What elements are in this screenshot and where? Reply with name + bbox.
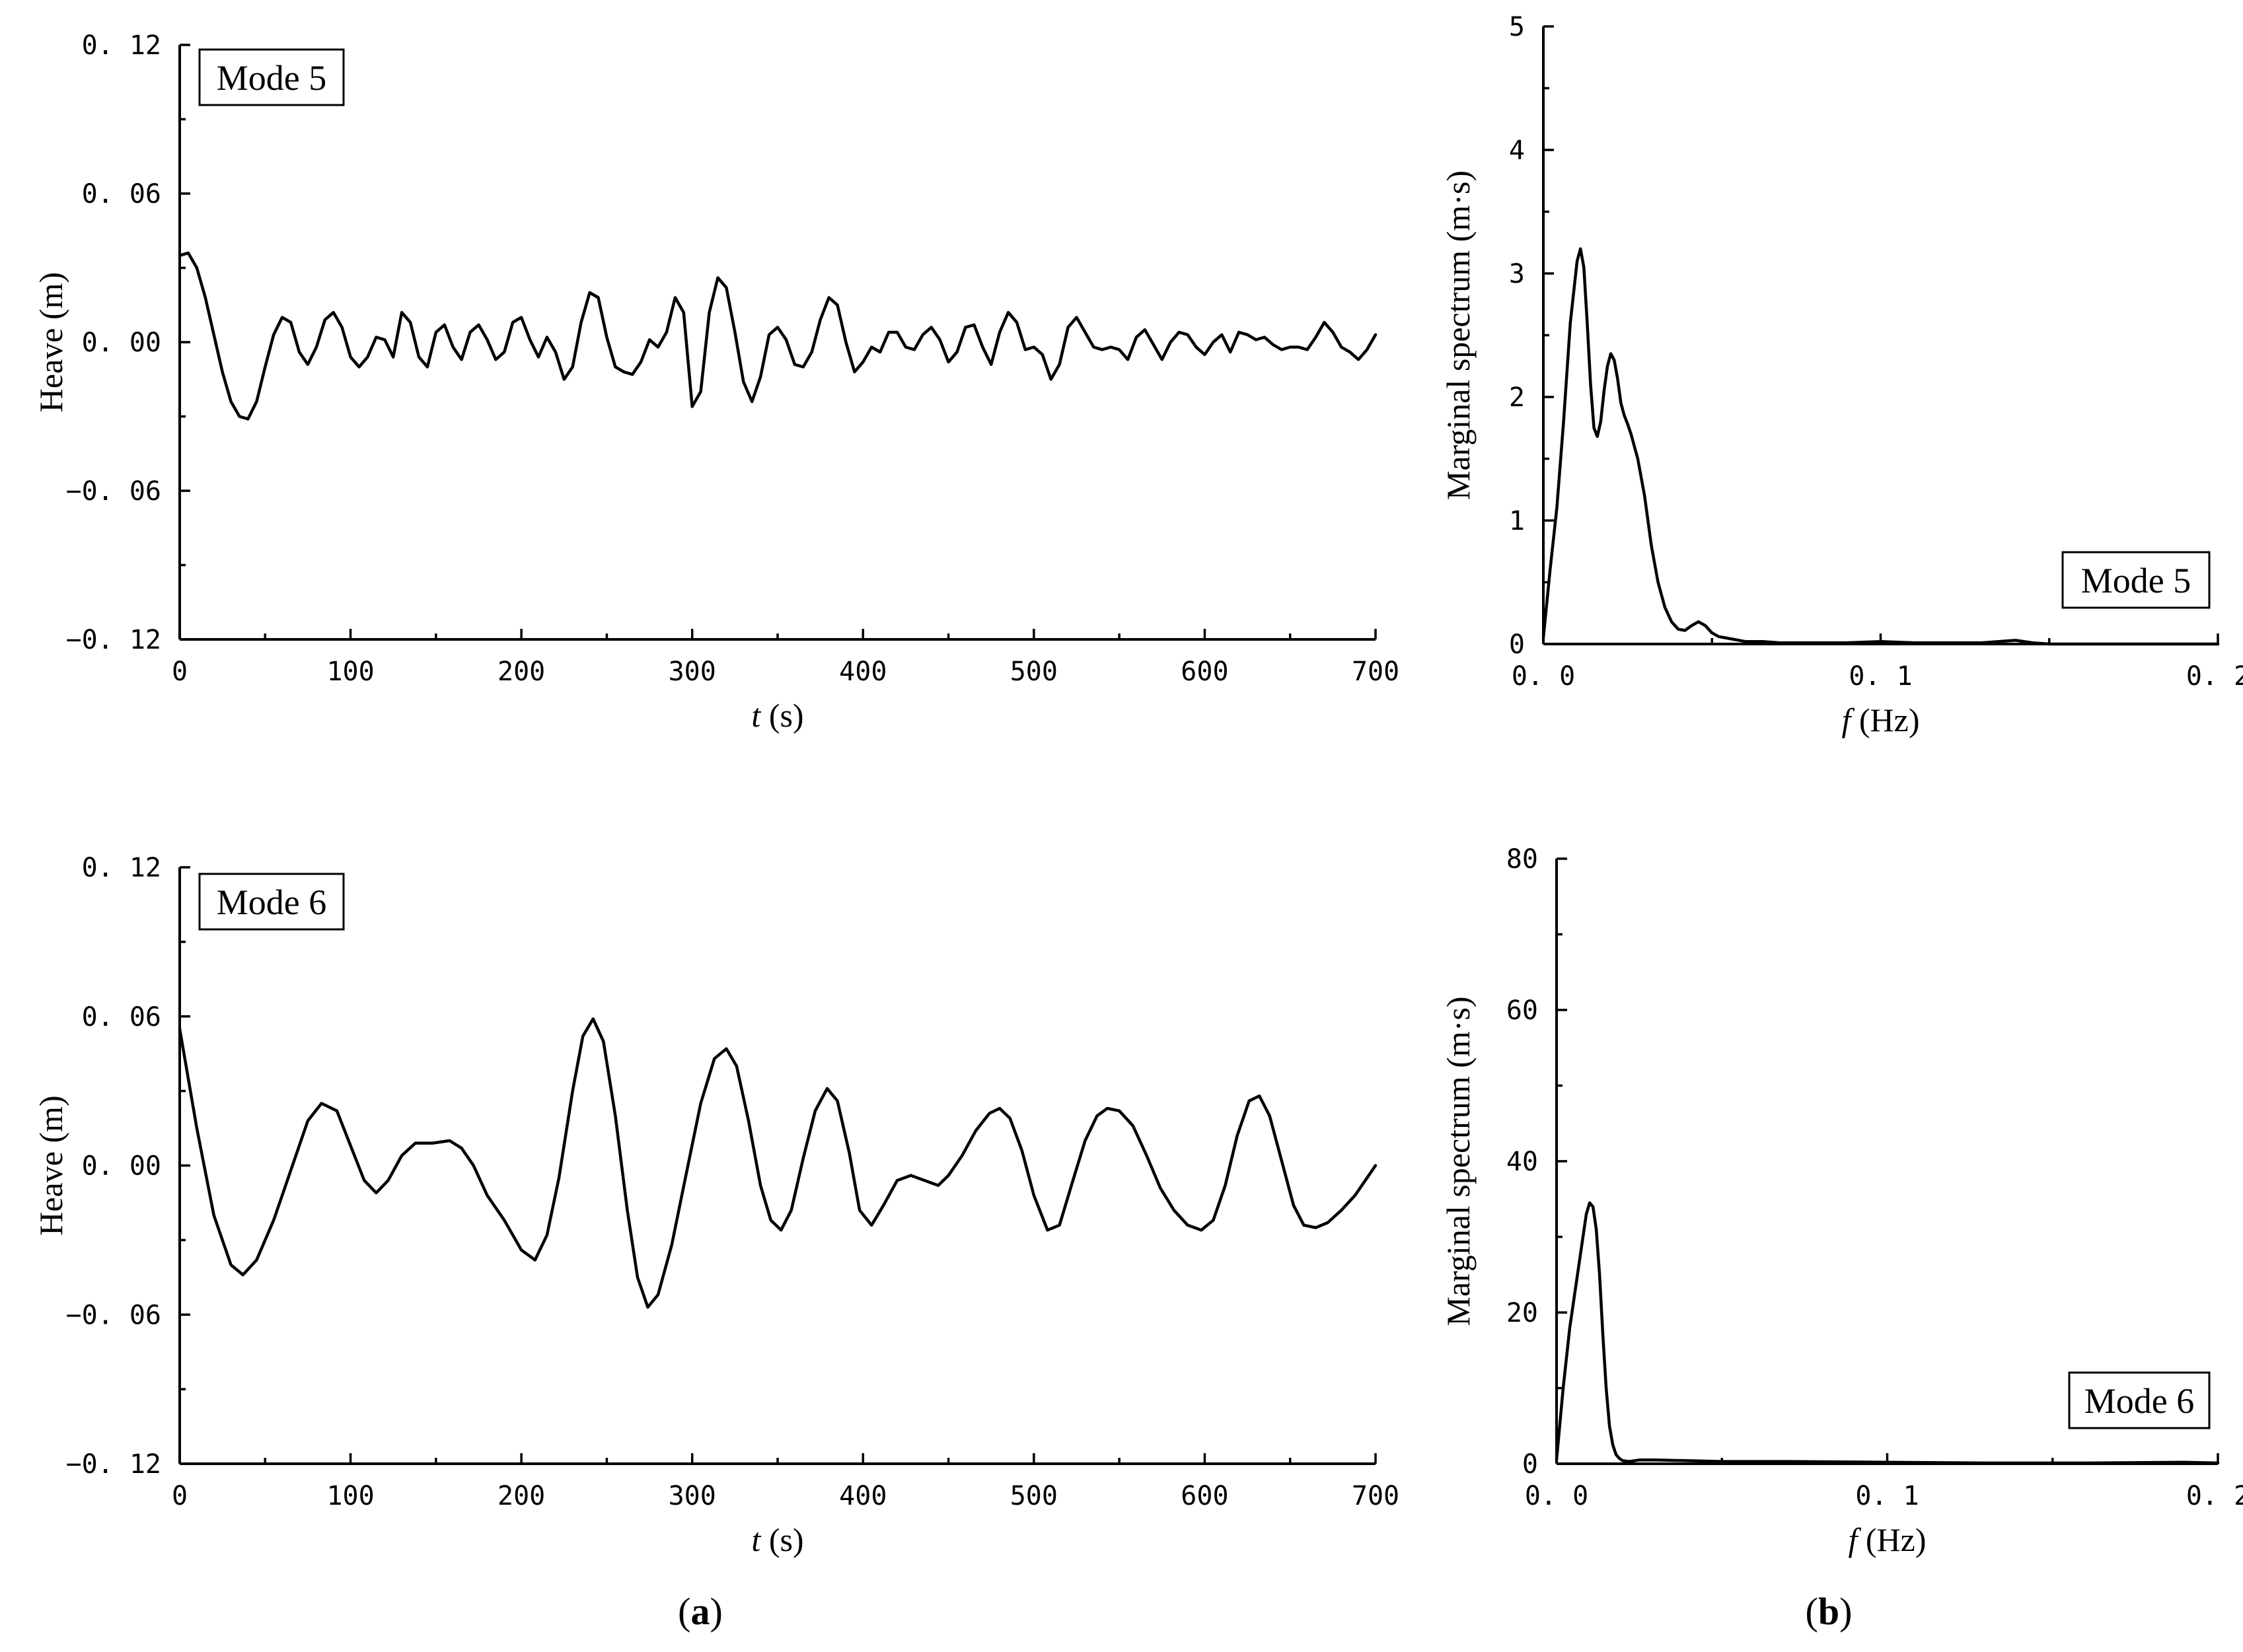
series-line (178, 1017, 1378, 1309)
x-tick-label: 0. 0 (1512, 661, 1575, 692)
x-tick-label: 200 (497, 1481, 545, 1511)
x-tick-label: 300 (669, 1481, 716, 1511)
y-tick-label: 60 (1506, 995, 1538, 1026)
legend-box (2061, 551, 2211, 609)
legend-label: Mode 6 (2084, 1381, 2194, 1421)
panel-label-b: (b) (1806, 1590, 1853, 1633)
x-axis-label: t (s) (751, 1521, 803, 1558)
y-axis-label: Heave (m) (32, 272, 69, 412)
x-tick-label: 200 (497, 657, 545, 687)
x-tick-label: 700 (1352, 657, 1399, 687)
y-tick-label: 2 (1509, 382, 1525, 413)
series-line (1555, 1201, 2220, 1465)
legend-label: Mode 5 (2081, 561, 2191, 600)
x-axis-label-unit: (Hz) (1851, 701, 1919, 738)
x-axis-label-var: t (751, 1521, 761, 1558)
x-tick-label: 0 (172, 1481, 188, 1511)
x-tick-label: 500 (1010, 657, 1058, 687)
y-axis-label: Marginal spectrum (m·s) (1440, 997, 1477, 1326)
x-tick-label: 0. 1 (1849, 661, 1912, 692)
legend-box (2068, 1371, 2211, 1429)
x-axis-label-unit: (s) (760, 697, 803, 734)
x-tick-label: 100 (326, 1481, 374, 1511)
y-tick-label: 0 (1509, 629, 1525, 660)
y-tick-label: 40 (1506, 1147, 1538, 1177)
legend-label: Mode 6 (217, 882, 326, 922)
x-axis-label-unit: (s) (760, 1521, 803, 1558)
y-tick-label: −0. 06 (66, 476, 162, 507)
x-tick-label: 0. 1 (1855, 1481, 1919, 1511)
chart-3: 0 100 200 300 400 500 600 700 0. 12 0. 06 0. 00 −0.… (32, 853, 1399, 1558)
chart-2: 0. 0 0. 1 0. 2 0 1 2 3 4 5 f (Hz) Marginal spectru… (1440, 12, 2243, 738)
x-tick-label: 0. 0 (1525, 1481, 1588, 1511)
legend-label: Mode 5 (217, 58, 326, 98)
x-tick-label: 400 (839, 1481, 887, 1511)
y-axis-label: Marginal spectrum (m·s) (1440, 170, 1477, 500)
y-tick-label: −0. 12 (66, 1449, 162, 1480)
x-axis-label: t (s) (751, 697, 803, 734)
x-tick-label: 0 (172, 657, 188, 687)
y-tick-label: 0. 06 (82, 1002, 161, 1032)
x-tick-label: 700 (1352, 1481, 1399, 1511)
x-tick-label: 100 (326, 657, 374, 687)
x-tick-label: 0. 2 (2186, 1481, 2243, 1511)
x-tick-label: 400 (839, 657, 887, 687)
y-tick-label: 5 (1509, 12, 1525, 42)
y-tick-label: 80 (1506, 844, 1538, 875)
y-tick-label: 0. 12 (82, 30, 161, 61)
y-tick-label: −0. 06 (66, 1300, 162, 1330)
x-axis-label: f (Hz) (1848, 1521, 1926, 1558)
x-axis-label-unit: (Hz) (1857, 1521, 1926, 1558)
series-line (1541, 247, 2220, 646)
y-axis-label: Heave (m) (32, 1095, 69, 1235)
x-tick-label: 600 (1181, 657, 1228, 687)
y-tick-label: 0. 00 (82, 1151, 161, 1182)
legend-box (198, 873, 345, 931)
x-axis-label-var: t (751, 697, 761, 734)
chart-1: 0 100 200 300 400 500 600 700 0. 12 0. 06 0. 00 −0.… (32, 30, 1399, 734)
x-axis-label: f (Hz) (1841, 701, 1919, 738)
y-tick-label: −0. 12 (66, 625, 162, 655)
y-tick-label: 3 (1509, 259, 1525, 289)
panel-label-a: (a) (678, 1590, 723, 1633)
y-tick-label: 0. 12 (82, 853, 161, 883)
x-tick-label: 500 (1010, 1481, 1058, 1511)
y-tick-label: 20 (1506, 1298, 1538, 1328)
y-tick-label: 4 (1509, 135, 1525, 166)
x-tick-label: 600 (1181, 1481, 1228, 1511)
chart-4: 0. 0 0. 1 0. 2 0 20 40 60 80 f (Hz) Marginal spec… (1440, 844, 2243, 1558)
y-tick-label: 0 (1522, 1449, 1538, 1480)
legend-box (198, 48, 345, 106)
series-line (178, 251, 1378, 421)
y-tick-label: 1 (1509, 506, 1525, 536)
x-tick-label: 300 (669, 657, 716, 687)
y-tick-label: 0. 06 (82, 179, 161, 209)
x-tick-label: 0. 2 (2186, 661, 2243, 692)
y-tick-label: 0. 00 (82, 328, 161, 358)
